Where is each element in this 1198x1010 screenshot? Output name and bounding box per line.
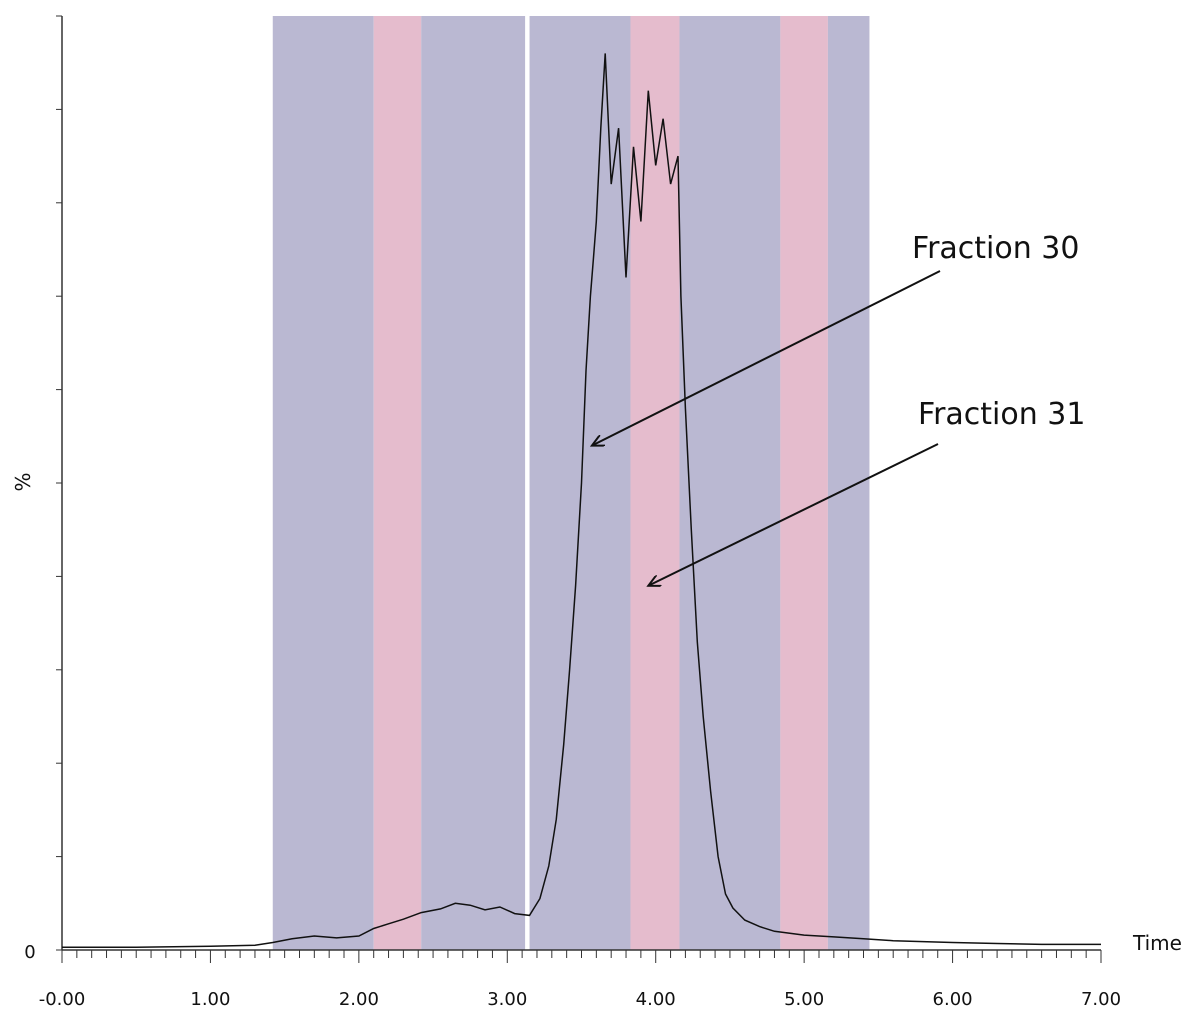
band-7-blue: [827, 16, 870, 950]
x-axis-label: Time: [1132, 931, 1182, 955]
x-tick-label-0: -0.00: [39, 989, 86, 1010]
annotations: Fraction 30 Fraction 31: [592, 231, 1085, 586]
x-tick-label-1: 1.00: [190, 989, 230, 1010]
band-6-pink: [780, 16, 828, 950]
fraction-bands: [272, 16, 870, 950]
band-1-pink: [373, 16, 422, 950]
band-0-blue: [272, 16, 374, 950]
annotation-text-1: Fraction 31: [918, 397, 1085, 432]
y-axis-label: %: [11, 472, 35, 491]
axis-ticks: -0.00 1.00 2.00 3.00 4.00 5.00 6.00 7.00: [39, 15, 1121, 1010]
x-tick-label-2: 2.00: [339, 989, 379, 1010]
x-tick-label-6: 6.00: [933, 989, 973, 1010]
annotation-arrow-0: [592, 270, 941, 446]
y-tick-label-0: 0: [24, 942, 35, 963]
x-tick-label-5: 5.00: [784, 989, 824, 1010]
annotation-arrow-1: [648, 443, 939, 586]
x-tick-label-4: 4.00: [636, 989, 676, 1010]
annotation-text-0: Fraction 30: [912, 231, 1079, 266]
band-4-pink: [630, 16, 680, 950]
x-tick-label-7: 7.00: [1081, 989, 1121, 1010]
band-3-blue: [529, 16, 631, 950]
x-tick-label-3: 3.00: [487, 989, 527, 1010]
band-5-blue: [679, 16, 781, 950]
band-2-blue: [421, 16, 526, 950]
series-trace: [62, 53, 1101, 948]
